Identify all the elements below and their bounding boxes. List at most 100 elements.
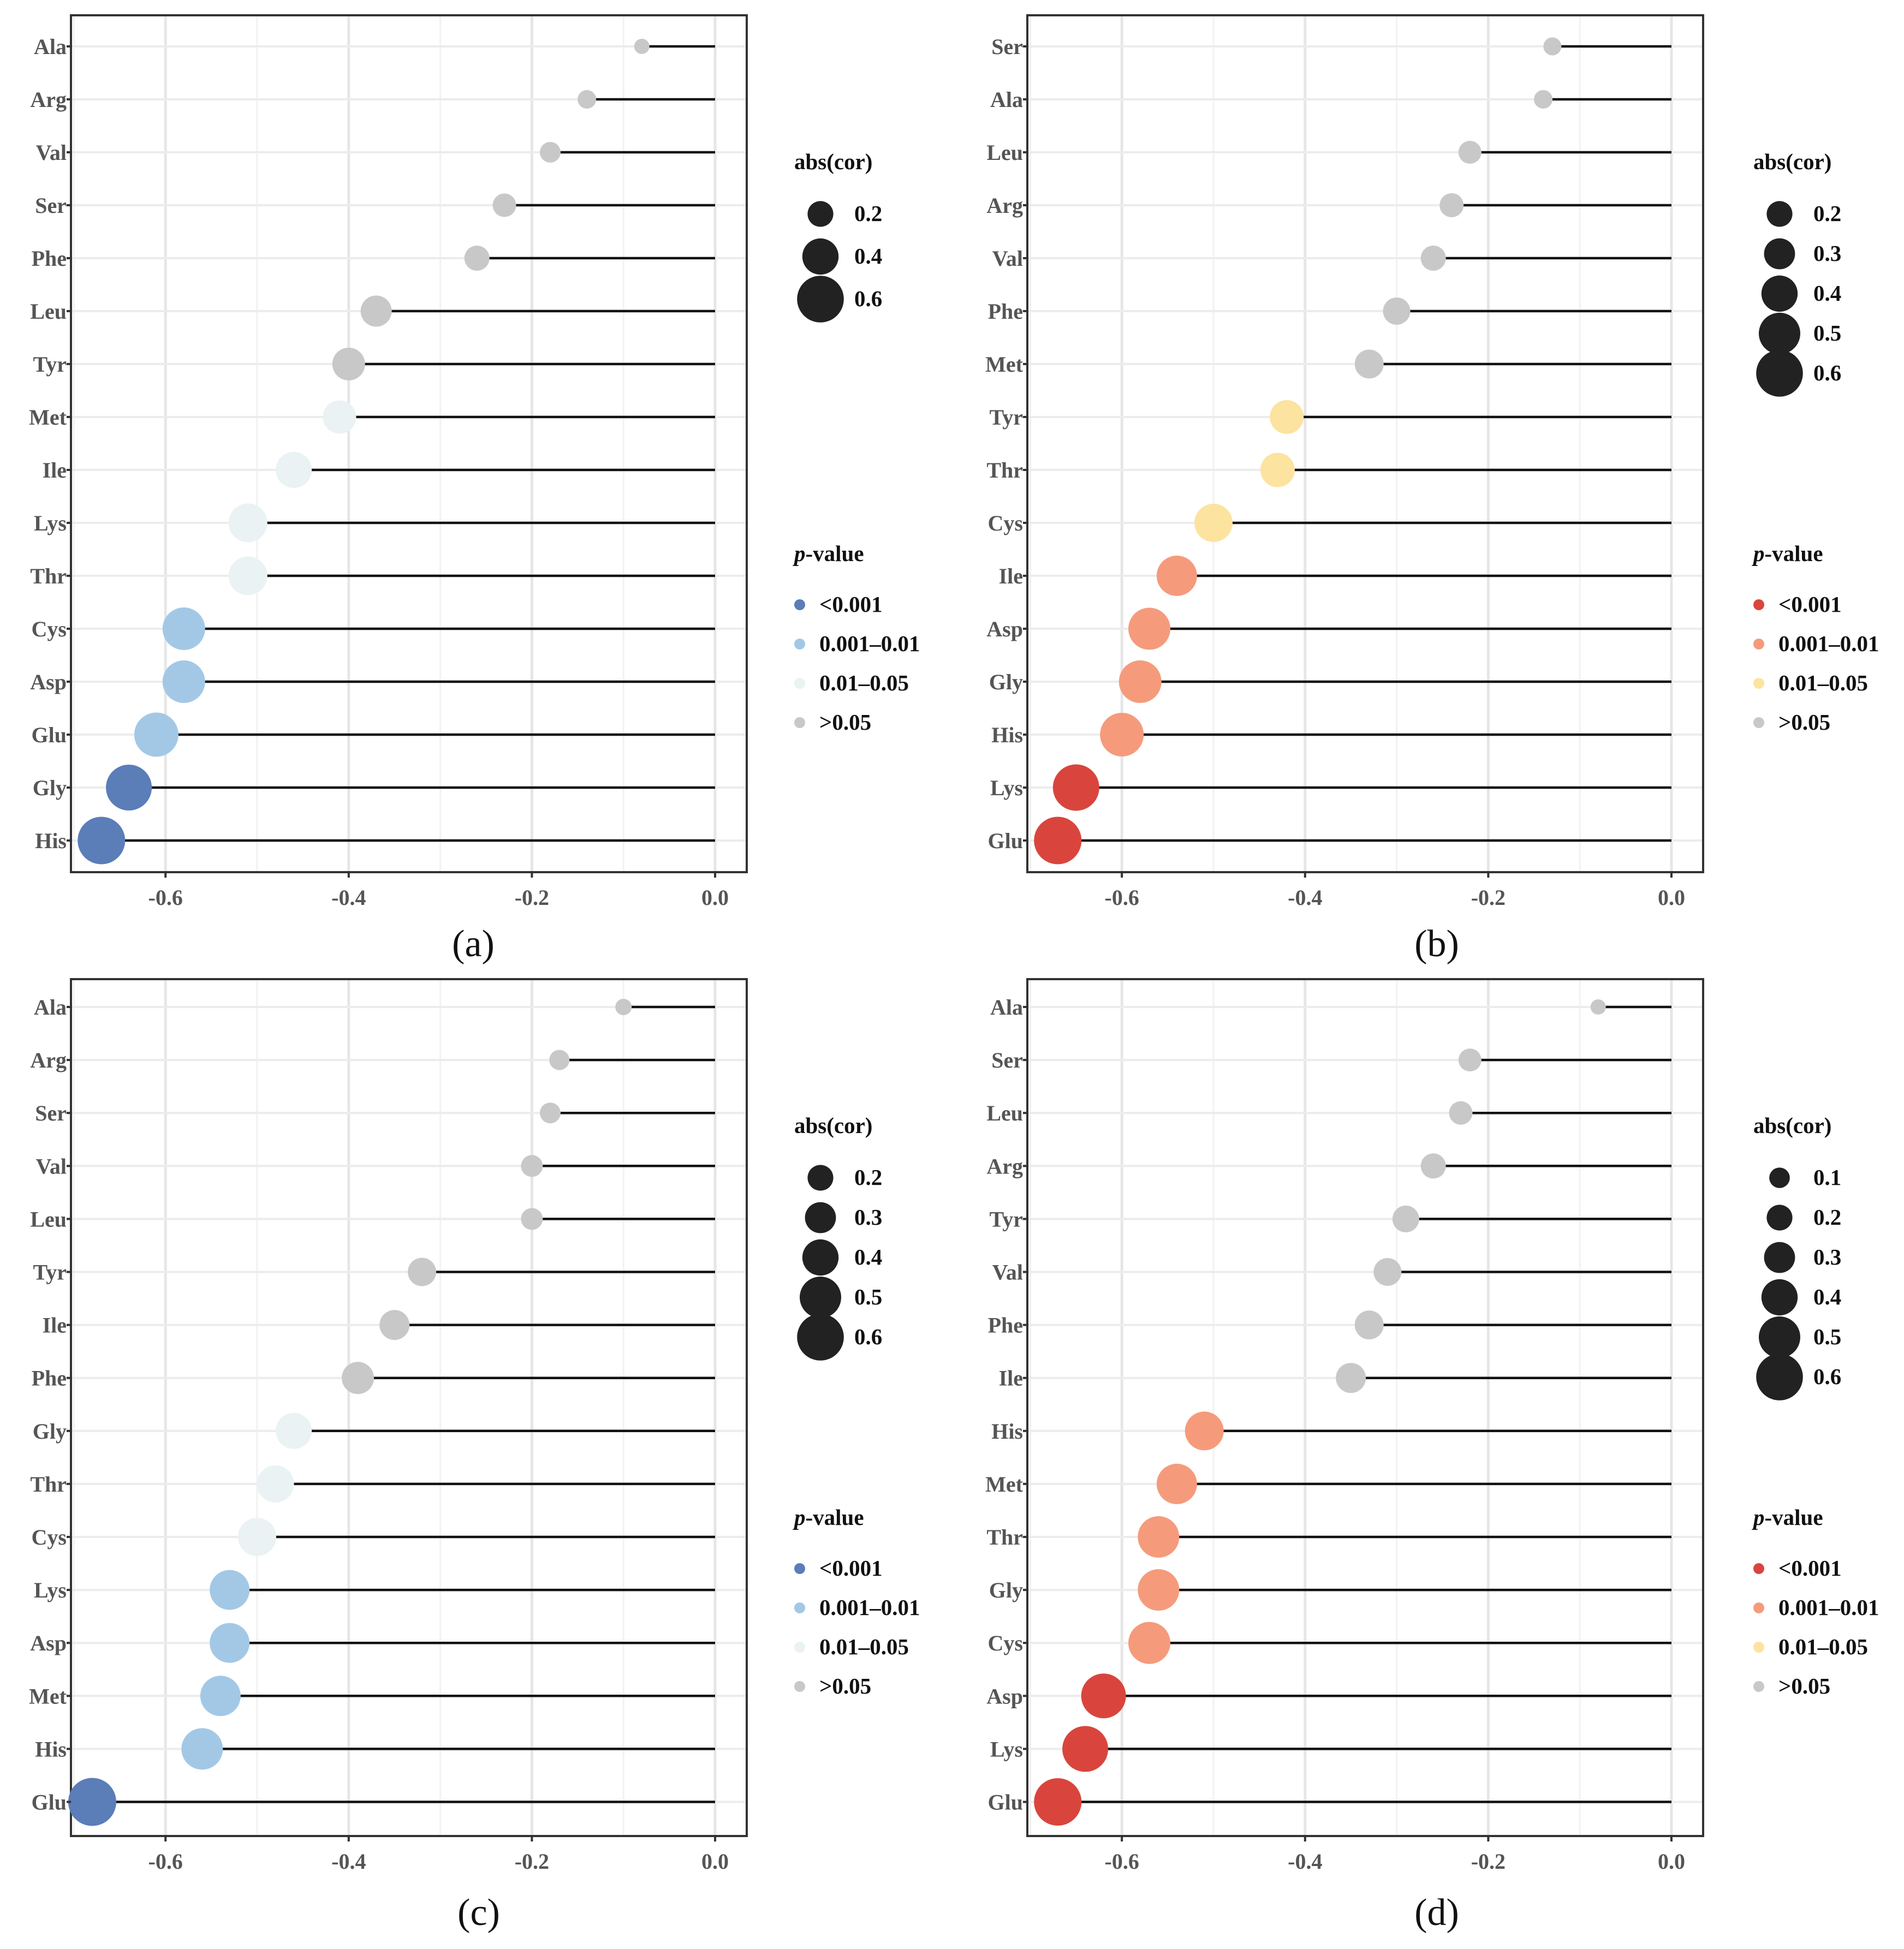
y-tick-label: Cys: [32, 617, 67, 641]
point-ile: [1336, 1363, 1366, 1393]
y-tick-label: Ala: [990, 995, 1023, 1020]
color-legend-key: [1753, 1563, 1764, 1574]
point-arg: [1420, 1153, 1446, 1179]
y-tick-label: Cys: [32, 1525, 67, 1549]
plot-frame: [70, 978, 748, 1837]
color-legend-title-rest: -value: [1765, 541, 1823, 566]
point-ser: [539, 1102, 561, 1124]
y-tick-label: Thr: [986, 458, 1023, 482]
size-legend-label: 0.6: [854, 286, 882, 311]
size-legend-key: [807, 1165, 834, 1191]
y-tick-label: Lys: [990, 776, 1023, 800]
y-tick-label: Lys: [34, 511, 67, 535]
y-tick-label: Phe: [988, 299, 1023, 324]
point-val: [1373, 1258, 1402, 1286]
y-tick-label: Val: [992, 1260, 1023, 1285]
color-legend-key: [1753, 1642, 1764, 1653]
point-thr: [257, 1465, 294, 1503]
y-tick-label: Phe: [32, 1366, 67, 1391]
color-legend-title: p-value: [793, 1505, 864, 1530]
y-tick-label: Gly: [33, 1419, 67, 1444]
point-val: [521, 1155, 543, 1177]
point-tyr: [408, 1257, 437, 1286]
y-tick-label: Met: [29, 405, 67, 430]
chart-panel-2: Ser Ala Leu Arg Val Phe Met Tyr Thr Cys Ile Asp Gly H…: [985, 14, 1879, 965]
x-tick-label: -0.2: [515, 1849, 549, 1874]
size-legend-key: [1766, 201, 1793, 227]
chart-panel-1: Ala Arg Val Ser Phe Leu Tyr Met Ile Lys Thr Cys Asp G…: [29, 14, 920, 965]
size-legend-key: [1759, 313, 1800, 354]
y-tick-label: Lys: [34, 1578, 67, 1602]
y-tick-label: Ile: [999, 564, 1023, 588]
color-legend-key: [1753, 678, 1764, 689]
size-legend-label: 0.6: [1813, 360, 1841, 385]
point-cys: [1128, 1622, 1171, 1664]
y-tick-label: Glu: [32, 1790, 67, 1815]
point-gly: [1138, 1569, 1180, 1611]
size-legend-label: 0.5: [1813, 1324, 1841, 1349]
point-arg: [578, 90, 597, 109]
y-tick-label: Arg: [30, 1048, 67, 1072]
point-asp: [210, 1623, 250, 1663]
size-legend-label: 0.2: [854, 201, 882, 226]
color-legend-label: >0.05: [819, 1673, 871, 1698]
size-legend-key: [807, 201, 834, 227]
y-tick-label: Ile: [43, 1313, 67, 1338]
point-ala: [1534, 90, 1553, 109]
color-legend-label: 0.001–0.01: [819, 1595, 920, 1620]
point-cys: [162, 607, 205, 650]
size-legend-label: 0.4: [1813, 281, 1841, 306]
size-legend-label: 0.4: [854, 243, 882, 269]
color-legend-label: <0.001: [1778, 592, 1842, 617]
size-legend-title: abs(cor): [794, 1113, 872, 1138]
size-legend-label: 0.3: [1813, 1244, 1841, 1269]
y-tick-label: Cys: [988, 511, 1023, 535]
point-glu: [1034, 816, 1082, 865]
color-legend-title-rest: -value: [806, 541, 864, 566]
y-tick-label: Phe: [988, 1313, 1023, 1338]
y-tick-label: Ala: [34, 995, 67, 1020]
point-asp: [1081, 1673, 1126, 1719]
color-legend-key: [794, 1602, 805, 1613]
point-ala: [1590, 999, 1606, 1015]
point-lys: [1062, 1726, 1109, 1772]
point-glu: [68, 1778, 116, 1826]
y-tick-label: Leu: [986, 140, 1023, 165]
x-tick-label: -0.4: [331, 1849, 366, 1874]
y-tick-label: Met: [29, 1684, 67, 1708]
point-tyr: [1270, 400, 1304, 434]
x-tick-label: 0.0: [701, 1849, 729, 1874]
x-tick-label: -0.4: [331, 885, 366, 910]
point-thr: [1260, 452, 1295, 487]
y-tick-label: Ser: [991, 1048, 1023, 1072]
plot-area: [1027, 979, 1703, 1836]
y-tick-label: Val: [36, 1154, 67, 1178]
point-phe: [464, 246, 490, 271]
point-phe: [342, 1362, 374, 1394]
size-legend-key: [802, 238, 839, 275]
color-legend-label: 0.01–0.05: [819, 1634, 909, 1659]
y-tick-label: Glu: [32, 723, 67, 747]
color-legend-title-rest: -value: [806, 1505, 864, 1530]
color-legend-key: [794, 1642, 805, 1653]
y-tick-label: Gly: [33, 776, 67, 800]
color-legend-title: p-value: [793, 541, 864, 566]
y-tick-label: Gly: [989, 1578, 1023, 1602]
point-val: [539, 142, 561, 163]
y-tick-label: Ala: [990, 87, 1023, 112]
size-legend-label: 0.2: [1813, 1205, 1841, 1230]
size-legend-key: [1764, 1242, 1795, 1273]
x-tick-label: -0.6: [148, 885, 183, 910]
y-tick-label: Asp: [986, 1684, 1023, 1708]
plot-frame: [1026, 14, 1704, 873]
y-tick-label: Tyr: [33, 1260, 67, 1285]
point-val: [1420, 246, 1446, 271]
point-leu: [1458, 141, 1481, 164]
point-ile: [1156, 556, 1197, 596]
y-tick-label: Ile: [999, 1366, 1023, 1391]
point-thr: [228, 556, 267, 595]
y-tick-label: Val: [992, 246, 1023, 271]
y-tick-label: Met: [985, 352, 1024, 377]
size-legend-label: 0.5: [1813, 320, 1841, 345]
size-legend-key: [1756, 1354, 1803, 1400]
